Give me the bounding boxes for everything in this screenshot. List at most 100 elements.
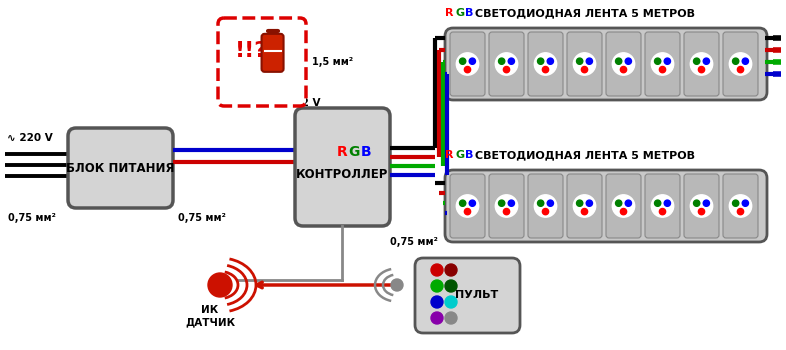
Circle shape [742, 58, 748, 64]
Circle shape [664, 200, 670, 206]
Circle shape [498, 58, 505, 64]
FancyBboxPatch shape [606, 32, 641, 96]
Circle shape [538, 200, 544, 206]
Circle shape [612, 195, 635, 217]
Text: ПУЛЬТ: ПУЛЬТ [455, 290, 498, 301]
Circle shape [586, 58, 593, 64]
Circle shape [652, 195, 674, 217]
Circle shape [431, 296, 443, 308]
Text: 0,75 мм²: 0,75 мм² [390, 237, 438, 247]
Circle shape [538, 58, 544, 64]
Circle shape [729, 195, 751, 217]
Circle shape [690, 53, 713, 75]
Text: !!?: !!? [235, 41, 268, 62]
Text: G: G [455, 8, 464, 18]
Circle shape [693, 58, 700, 64]
Text: 0,75 мм²: 0,75 мм² [178, 213, 226, 223]
Circle shape [615, 200, 622, 206]
FancyBboxPatch shape [645, 32, 680, 96]
Circle shape [445, 280, 457, 292]
Circle shape [431, 312, 443, 324]
Circle shape [620, 209, 626, 215]
Circle shape [573, 195, 596, 217]
Circle shape [503, 209, 509, 215]
Circle shape [431, 280, 443, 292]
Circle shape [542, 66, 549, 73]
FancyBboxPatch shape [68, 128, 173, 208]
Circle shape [733, 200, 739, 206]
Circle shape [586, 200, 593, 206]
Text: B: B [361, 145, 371, 159]
Circle shape [659, 209, 666, 215]
Circle shape [208, 273, 232, 297]
FancyBboxPatch shape [450, 174, 485, 238]
Circle shape [445, 296, 457, 308]
Circle shape [469, 200, 476, 206]
FancyBboxPatch shape [262, 34, 284, 72]
Circle shape [733, 58, 739, 64]
Circle shape [576, 200, 582, 206]
Circle shape [573, 53, 596, 75]
Circle shape [620, 66, 626, 73]
Text: СВЕТОДИОДНАЯ ЛЕНТА 5 МЕТРОВ: СВЕТОДИОДНАЯ ЛЕНТА 5 МЕТРОВ [475, 150, 695, 160]
Circle shape [534, 53, 556, 75]
Circle shape [582, 66, 588, 73]
Text: СВЕТОДИОДНАЯ ЛЕНТА 5 МЕТРОВ: СВЕТОДИОДНАЯ ЛЕНТА 5 МЕТРОВ [475, 8, 695, 18]
FancyBboxPatch shape [295, 108, 390, 226]
Circle shape [465, 66, 471, 73]
Circle shape [737, 209, 744, 215]
FancyBboxPatch shape [528, 174, 563, 238]
Circle shape [582, 209, 588, 215]
Circle shape [534, 195, 556, 217]
Circle shape [503, 66, 509, 73]
Circle shape [655, 58, 661, 64]
FancyBboxPatch shape [684, 32, 719, 96]
Circle shape [495, 53, 518, 75]
FancyBboxPatch shape [445, 170, 767, 242]
Text: БЛОК ПИТАНИЯ: БЛОК ПИТАНИЯ [66, 161, 174, 175]
Text: B: B [465, 150, 473, 160]
Text: G: G [455, 150, 464, 160]
Circle shape [542, 209, 549, 215]
Circle shape [664, 58, 670, 64]
FancyBboxPatch shape [723, 174, 758, 238]
Circle shape [615, 58, 622, 64]
FancyBboxPatch shape [489, 174, 524, 238]
Text: G: G [348, 145, 360, 159]
Circle shape [699, 209, 704, 215]
Circle shape [457, 195, 479, 217]
Text: R: R [445, 8, 454, 18]
Circle shape [509, 58, 515, 64]
Circle shape [495, 195, 518, 217]
Circle shape [457, 53, 479, 75]
FancyBboxPatch shape [528, 32, 563, 96]
FancyBboxPatch shape [218, 18, 306, 106]
FancyBboxPatch shape [684, 174, 719, 238]
FancyBboxPatch shape [606, 174, 641, 238]
Circle shape [576, 58, 582, 64]
Circle shape [460, 200, 466, 206]
Circle shape [431, 264, 443, 276]
Circle shape [659, 66, 666, 73]
Circle shape [391, 279, 403, 291]
Circle shape [699, 66, 704, 73]
FancyBboxPatch shape [415, 258, 520, 333]
Text: ИК
ДАТЧИК: ИК ДАТЧИК [185, 305, 235, 327]
Circle shape [690, 195, 713, 217]
FancyBboxPatch shape [445, 28, 767, 100]
FancyBboxPatch shape [489, 32, 524, 96]
FancyBboxPatch shape [645, 174, 680, 238]
Circle shape [655, 200, 661, 206]
Text: КОНТРОЛЛЕР: КОНТРОЛЛЕР [296, 168, 388, 182]
Text: 1,5 мм²: 1,5 мм² [312, 57, 353, 67]
Text: R: R [445, 150, 454, 160]
Circle shape [737, 66, 744, 73]
Circle shape [742, 200, 748, 206]
Text: ± 12 V: ± 12 V [282, 98, 321, 108]
Circle shape [469, 58, 476, 64]
Text: ∿ 220 V: ∿ 220 V [7, 133, 53, 143]
Circle shape [652, 53, 674, 75]
FancyBboxPatch shape [567, 174, 602, 238]
Circle shape [703, 200, 710, 206]
Circle shape [625, 200, 631, 206]
